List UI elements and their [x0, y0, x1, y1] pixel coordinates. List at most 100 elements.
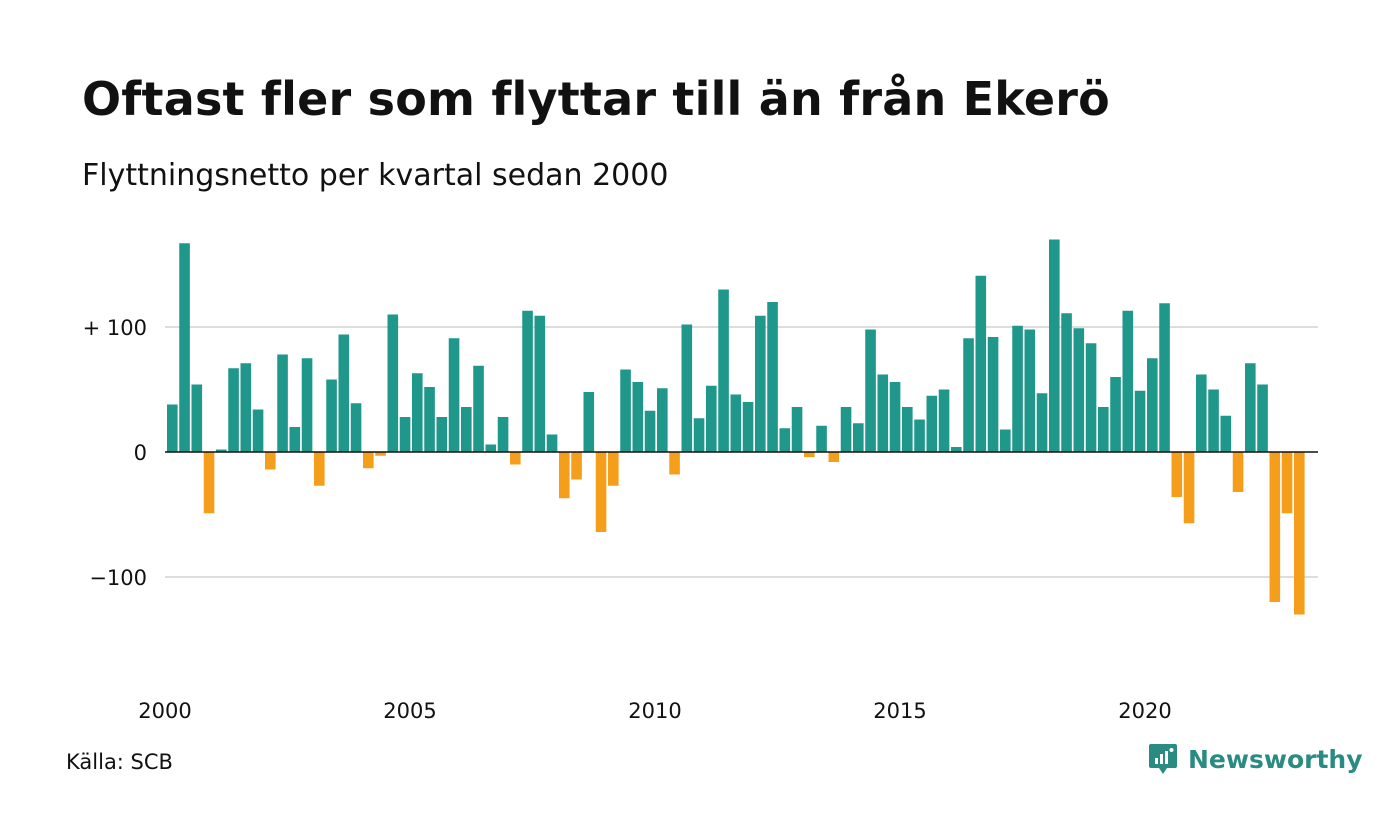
bar [718, 289, 729, 452]
bar [730, 394, 742, 452]
bar [436, 417, 448, 452]
bar [595, 452, 607, 532]
bar [1183, 452, 1195, 524]
bar [583, 392, 595, 452]
bar [473, 365, 484, 452]
bar [240, 363, 252, 452]
bar [350, 403, 362, 452]
bar [1245, 363, 1256, 452]
bar [632, 382, 644, 452]
bar [1036, 393, 1048, 452]
bar [534, 315, 546, 452]
bar [448, 338, 460, 452]
brand-name: Newsworthy [1188, 744, 1363, 774]
bar [1232, 452, 1244, 492]
bar [179, 243, 190, 452]
bar [1159, 303, 1170, 452]
bar [681, 324, 693, 452]
bar [1281, 452, 1293, 514]
bar [1294, 452, 1305, 615]
bar [203, 452, 215, 514]
bar [755, 315, 766, 452]
chart-subtitle: Flyttningsnetto per kvartal sedan 2000 [82, 158, 669, 193]
bar [191, 384, 203, 452]
brand-logo: Newsworthy [1148, 742, 1363, 776]
bar [644, 410, 656, 452]
bar [1012, 325, 1023, 452]
bar [1269, 452, 1281, 602]
bar [1147, 358, 1158, 452]
bar [938, 389, 950, 452]
bar [1049, 239, 1060, 452]
bar [963, 338, 974, 452]
source-note: Källa: SCB [66, 750, 173, 774]
y-tick-label: 0 [134, 441, 147, 465]
bar [522, 310, 533, 452]
bar [816, 425, 827, 452]
bar [497, 417, 509, 452]
bar [424, 387, 435, 452]
bar [461, 407, 472, 452]
bar [1171, 452, 1183, 497]
bar [326, 379, 337, 452]
bar [338, 334, 350, 452]
bar [510, 452, 521, 465]
bar [546, 434, 558, 452]
bar [1208, 389, 1219, 452]
bar [1110, 377, 1121, 452]
bar [412, 373, 423, 452]
bar [620, 369, 631, 452]
bar [252, 409, 264, 452]
bar [289, 427, 301, 452]
bar [742, 402, 754, 452]
bar [1134, 390, 1146, 452]
bar [1098, 407, 1109, 452]
bar [669, 452, 680, 475]
bar [228, 368, 239, 452]
bar [865, 329, 876, 452]
x-tick-label: 2015 [873, 699, 926, 723]
bar [1061, 313, 1072, 452]
bar [399, 417, 411, 452]
bar [314, 452, 325, 486]
bar [216, 449, 227, 452]
bar [657, 388, 668, 452]
bar [693, 418, 705, 452]
bar [167, 404, 178, 452]
bar [926, 395, 938, 452]
bar [571, 452, 582, 480]
bar [265, 452, 276, 470]
bar [840, 407, 852, 452]
bar [301, 358, 313, 452]
bar [975, 275, 987, 452]
bar [706, 385, 717, 452]
bar [767, 302, 778, 452]
y-tick-label: −100 [89, 566, 147, 590]
x-tick-label: 2020 [1118, 699, 1171, 723]
bar [779, 428, 791, 452]
bar [1257, 384, 1268, 452]
bar [277, 354, 288, 452]
bar [1196, 374, 1207, 452]
newsworthy-logo-icon [1149, 744, 1177, 774]
chart-title: Oftast fler som flyttar till än från Eke… [82, 72, 1110, 126]
bar [608, 452, 619, 486]
x-tick-label: 2000 [138, 699, 191, 723]
x-tick-label: 2005 [383, 699, 436, 723]
bar [1073, 328, 1085, 452]
bar [914, 419, 925, 452]
bar [1085, 343, 1097, 452]
bar [987, 337, 999, 452]
x-tick-label: 2010 [628, 699, 681, 723]
bar [828, 452, 840, 462]
bar [1122, 310, 1134, 452]
bar [375, 452, 386, 456]
y-tick-label: + 100 [83, 316, 147, 340]
bar [387, 314, 399, 452]
bar [889, 382, 901, 452]
bar [877, 374, 889, 452]
bar [853, 423, 864, 452]
bar [804, 452, 815, 457]
bar [1024, 329, 1036, 452]
